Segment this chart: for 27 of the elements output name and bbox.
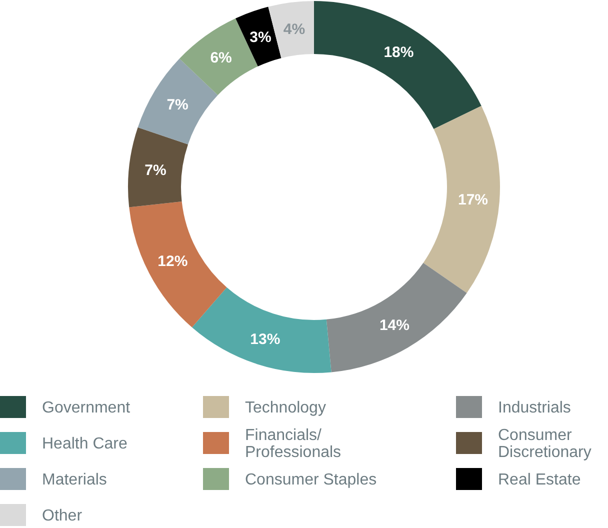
donut-slice bbox=[192, 287, 332, 373]
legend-label: Health Care bbox=[42, 436, 128, 453]
donut-slice bbox=[129, 201, 227, 328]
data-label: 17% bbox=[458, 192, 488, 209]
legend-label: Consumer Staples bbox=[245, 472, 377, 489]
donut-slice bbox=[326, 262, 467, 372]
donut-slice bbox=[423, 106, 500, 294]
legend-label: Financials/ Professionals bbox=[245, 427, 342, 462]
donut-slice bbox=[128, 127, 188, 208]
legend-label: Industrials bbox=[498, 400, 571, 417]
data-label: 3% bbox=[250, 28, 272, 46]
legend-label: Government bbox=[42, 400, 131, 417]
donut-slice bbox=[314, 1, 482, 130]
data-label: 7% bbox=[166, 96, 188, 114]
legend-label: Consumer Discretionary bbox=[498, 427, 592, 462]
legend-label: Technology bbox=[245, 400, 326, 417]
legend-label: Materials bbox=[42, 472, 107, 489]
data-label: 7% bbox=[144, 162, 166, 179]
data-label: 13% bbox=[250, 331, 280, 348]
legend-label: Real Estate bbox=[498, 472, 581, 489]
data-label: 14% bbox=[379, 316, 410, 334]
data-label: 6% bbox=[210, 50, 232, 67]
data-label: 4% bbox=[283, 20, 306, 38]
data-label: 18% bbox=[384, 44, 414, 62]
donut-slice bbox=[236, 6, 282, 66]
legend-label: Other bbox=[42, 508, 83, 525]
data-label: 12% bbox=[158, 253, 188, 270]
